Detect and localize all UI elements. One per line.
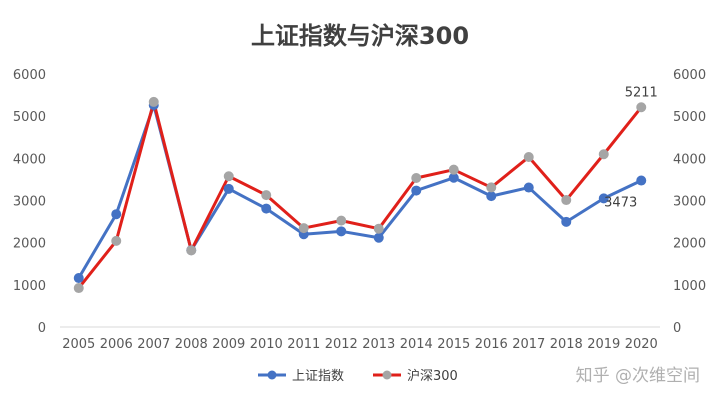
data-point	[411, 185, 422, 196]
data-point	[523, 152, 534, 163]
data-point	[561, 216, 572, 227]
data-point	[223, 183, 234, 194]
data-point	[186, 245, 197, 256]
data-point	[373, 232, 384, 243]
y-tick-label: 0	[38, 321, 46, 336]
y-tick-label: 2000	[13, 237, 46, 252]
legend-label: 上证指数	[292, 369, 344, 384]
x-tick-label: 2019	[587, 337, 620, 352]
data-point	[111, 235, 122, 246]
data-point	[448, 164, 459, 175]
data-point	[636, 102, 647, 113]
data-point	[598, 149, 609, 160]
y-tick-label: 1000	[13, 279, 46, 294]
data-point	[73, 273, 84, 284]
data-point	[148, 96, 159, 107]
x-tick-label: 2012	[325, 337, 358, 352]
x-tick-label: 2009	[212, 337, 245, 352]
y-tick-label: 4000	[13, 152, 46, 167]
data-label: 5211	[625, 85, 658, 100]
x-tick-label: 2016	[475, 337, 508, 352]
data-point	[373, 223, 384, 234]
data-labels: 3473 5211	[604, 85, 658, 210]
y2-tick-label: 5000	[673, 110, 706, 125]
x-tick-label: 2011	[287, 337, 320, 352]
watermark-text: 知乎 @次维空间	[576, 366, 700, 386]
data-point	[486, 191, 497, 202]
y2-tick-label: 4000	[673, 152, 706, 167]
x-tick-label: 2008	[175, 337, 208, 352]
x-tick-label: 2013	[362, 337, 395, 352]
legend-swatch-marker	[382, 370, 392, 380]
x-tick-label: 2015	[437, 337, 470, 352]
data-point	[111, 209, 122, 220]
data-label: 3473	[604, 196, 637, 211]
series-line	[77, 100, 643, 290]
axes: 0 1000 2000 3000 4000 5000 6000 0 1000 2000 3000 40…	[13, 68, 706, 352]
data-point	[223, 171, 234, 182]
x-tick-label: 2005	[62, 337, 95, 352]
y-tick-label: 3000	[13, 195, 46, 210]
legend-swatch-marker	[267, 370, 277, 380]
data-point	[336, 215, 347, 226]
data-point	[261, 203, 272, 214]
y2-tick-label: 3000	[673, 195, 706, 210]
data-point	[561, 195, 572, 206]
x-tick-label: 2010	[250, 337, 283, 352]
legend-label: 沪深300	[407, 368, 458, 384]
x-tick-label: 2017	[512, 337, 545, 352]
y2-tick-label: 0	[673, 321, 681, 336]
data-point	[336, 226, 347, 237]
y2-tick-label: 1000	[673, 279, 706, 294]
y2-tick-label: 6000	[673, 68, 706, 83]
data-point	[636, 175, 647, 186]
data-point	[411, 172, 422, 183]
data-point	[73, 283, 84, 294]
x-tick-label: 2018	[550, 337, 583, 352]
data-point	[261, 190, 272, 201]
data-point	[598, 193, 609, 204]
x-tick-label: 2014	[400, 337, 433, 352]
data-point	[298, 223, 309, 234]
y-tick-label: 6000	[13, 68, 46, 83]
series-line	[77, 103, 643, 280]
data-point	[523, 182, 534, 193]
chart-title: 上证指数与沪深300	[251, 22, 469, 50]
x-tick-label: 2006	[100, 337, 133, 352]
y2-tick-label: 2000	[673, 237, 706, 252]
series-layer	[73, 96, 647, 294]
data-point	[486, 182, 497, 193]
legend: 上证指数 沪深300	[258, 368, 458, 384]
y-tick-label: 5000	[13, 110, 46, 125]
x-tick-label: 2007	[137, 337, 170, 352]
x-tick-label: 2020	[625, 337, 658, 352]
